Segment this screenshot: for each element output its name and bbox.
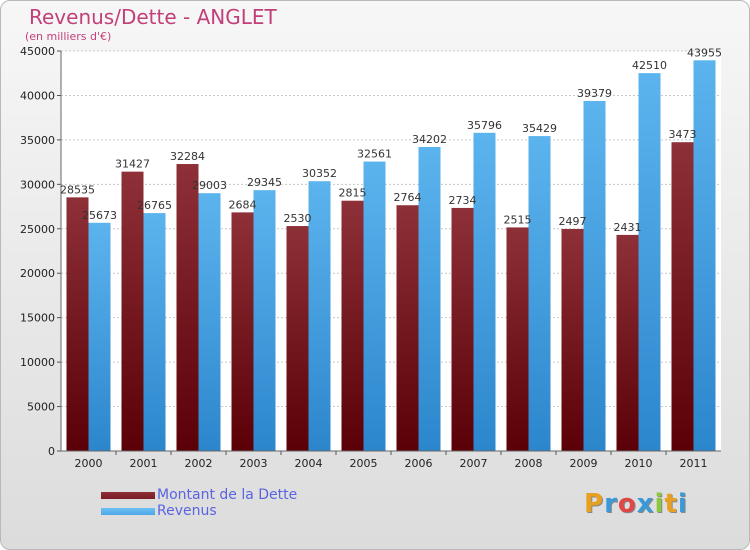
plot-area [61, 51, 721, 451]
data-label-revenus: 35429 [522, 122, 557, 135]
logo-letter: o [617, 489, 637, 519]
data-label-dette: 2815 [339, 187, 367, 200]
data-label-revenus: 34202 [412, 133, 447, 146]
x-tick-label: 2008 [515, 457, 543, 470]
data-label-dette: 3473 [669, 128, 697, 141]
x-tick-label: 2001 [130, 457, 158, 470]
bar-revenus [308, 181, 331, 451]
bar-revenus [253, 190, 276, 451]
y-tick-label: 0 [48, 445, 55, 458]
data-label-dette: 2684 [229, 198, 257, 211]
bars [66, 60, 716, 452]
data-label-dette: 32284 [170, 150, 205, 163]
x-tick-label: 2006 [405, 457, 433, 470]
data-label-dette: 2530 [284, 212, 312, 225]
legend-label-dette: Montant de la Dette [157, 487, 298, 503]
y-tick-label: 25000 [20, 223, 55, 236]
y-tick-label: 15000 [20, 312, 55, 325]
x-tick-label: 2004 [295, 457, 323, 470]
chart-subtitle: (en milliers d'€) [25, 30, 112, 43]
y-tick-label: 30000 [20, 178, 55, 191]
bar-dette [396, 205, 419, 451]
bar-dette [286, 226, 309, 451]
legend-swatch-dette [101, 491, 155, 499]
bar-dette [176, 164, 199, 451]
x-tick-label: 2002 [185, 457, 213, 470]
grid-lines [61, 50, 721, 452]
bar-revenus [638, 73, 661, 451]
x-tick-label: 2005 [350, 457, 378, 470]
legend-item-revenus: Revenus [101, 503, 297, 519]
y-tick-label: 35000 [20, 134, 55, 147]
bar-revenus [528, 136, 551, 451]
bar-dette [66, 197, 89, 451]
data-label-revenus: 25673 [82, 209, 117, 222]
legend: Montant de la Dette Revenus [101, 487, 297, 519]
data-label-dette: 2515 [504, 213, 532, 226]
bar-revenus [418, 146, 441, 451]
y-tick-label: 20000 [20, 267, 55, 280]
axes: 0 5000 10000 15000 20000 25000 30000 35000 40000… [20, 45, 721, 470]
bar-revenus [198, 193, 221, 451]
bar-revenus [88, 222, 111, 451]
bar-revenus [363, 161, 386, 451]
data-label-dette: 2497 [559, 215, 587, 228]
data-label-revenus: 26765 [137, 199, 172, 212]
bar-revenus [473, 132, 496, 451]
logo-letter: P [584, 489, 605, 519]
bar-dette [561, 228, 584, 451]
logo-letter: i [654, 489, 665, 519]
x-tick-label: 2010 [625, 457, 653, 470]
bar-dette [231, 212, 254, 451]
bar-dette [341, 200, 364, 451]
y-tick-label: 45000 [20, 45, 55, 58]
data-label-revenus: 29345 [247, 176, 282, 189]
data-label-dette: 2764 [394, 191, 422, 204]
data-label-dette: 2734 [449, 194, 477, 207]
y-tick-label: 5000 [27, 401, 55, 414]
x-tick-label: 2007 [460, 457, 488, 470]
x-tick-label: 2011 [680, 457, 708, 470]
logo-letter: t [664, 489, 678, 519]
legend-swatch-revenus [101, 507, 155, 515]
data-label-revenus: 43955 [687, 46, 722, 59]
x-tick-label: 2000 [75, 457, 103, 470]
x-tick-label: 2009 [570, 457, 598, 470]
logo-letter: x [636, 489, 655, 519]
data-label-revenus: 39379 [577, 87, 612, 100]
x-tick-label: 2003 [240, 457, 268, 470]
legend-item-dette: Montant de la Dette [101, 487, 297, 503]
y-tick-label: 10000 [20, 356, 55, 369]
data-label-revenus: 29003 [192, 179, 227, 192]
data-label-revenus: 42510 [632, 59, 667, 72]
logo-letter: i [677, 489, 688, 519]
bar-dette [451, 207, 474, 451]
bar-dette [121, 171, 144, 451]
bar-dette [506, 227, 529, 451]
bar-revenus [693, 60, 716, 452]
proxiti-logo: Proxiti [584, 489, 688, 519]
data-label-dette: 2431 [614, 221, 642, 234]
data-label-dette: 31427 [115, 158, 150, 171]
data-label-revenus: 32561 [357, 148, 392, 161]
chart-title: Revenus/Dette - ANGLET [29, 5, 277, 29]
logo-letter: r [604, 489, 618, 519]
legend-label-revenus: Revenus [157, 503, 217, 519]
y-tick-label: 40000 [20, 89, 55, 102]
bar-revenus [143, 213, 166, 451]
data-label-dette: 28535 [60, 183, 95, 196]
data-label-revenus: 30352 [302, 167, 337, 180]
bar-dette [671, 142, 694, 451]
bar-dette [616, 234, 639, 451]
data-label-revenus: 35796 [467, 119, 502, 132]
bar-revenus [583, 100, 606, 451]
